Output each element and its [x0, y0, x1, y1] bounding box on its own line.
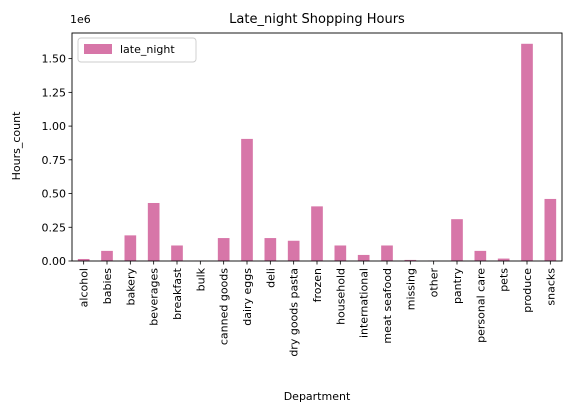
bar-deli — [265, 238, 277, 261]
bar-produce — [521, 44, 533, 261]
x-tick-label: pantry — [451, 268, 464, 305]
bar-breakfast — [171, 245, 183, 261]
bar-dry-goods-pasta — [288, 241, 300, 261]
bar-international — [358, 255, 370, 261]
bar-beverages — [148, 203, 160, 261]
bar-babies — [101, 251, 113, 261]
x-tick-label: missing — [404, 268, 417, 310]
x-tick-label: bulk — [194, 267, 207, 291]
y-tick-label: 1.25 — [42, 86, 67, 99]
y-tick-label: 0.50 — [42, 188, 67, 201]
legend-swatch — [84, 44, 112, 54]
x-tick-label: breakfast — [171, 267, 184, 319]
bar-bakery — [125, 235, 137, 261]
y-tick-label: 0.25 — [42, 221, 67, 234]
legend: late_night — [78, 38, 196, 62]
bar-household — [335, 245, 347, 261]
bar-pantry — [451, 219, 463, 261]
x-tick-label: deli — [264, 268, 277, 288]
bar-canned-goods — [218, 238, 230, 261]
x-tick-label: personal care — [474, 268, 487, 343]
y-tick-label: 1.50 — [42, 53, 67, 66]
bar-personal-care — [475, 251, 487, 261]
x-tick-label: beverages — [148, 268, 161, 326]
x-tick-label: international — [358, 268, 371, 338]
bar-meat-seafood — [381, 245, 393, 261]
x-tick-label: dairy eggs — [241, 268, 254, 326]
x-tick-label: bakery — [124, 268, 137, 306]
y-tick-label: 1.00 — [42, 120, 67, 133]
chart-title: Late_night Shopping Hours — [229, 12, 405, 27]
x-tick-label: babies — [101, 268, 114, 305]
x-tick-label: produce — [521, 268, 534, 313]
x-tick-label: pets — [498, 268, 511, 292]
bar-dairy-eggs — [241, 139, 253, 261]
x-tick-label: frozen — [311, 268, 324, 302]
x-tick-label: meat seafood — [381, 268, 394, 344]
y-tick-label: 0.75 — [42, 154, 67, 167]
bar-snacks — [545, 199, 557, 261]
y-offset-label: 1e6 — [70, 13, 91, 26]
x-tick-label: canned goods — [218, 268, 231, 345]
legend-label: late_night — [120, 43, 175, 56]
x-tick-label: alcohol — [78, 268, 91, 307]
y-axis-label: Hours_count — [10, 111, 23, 180]
x-axis-label: Department — [284, 390, 351, 403]
x-tick-label: other — [428, 268, 441, 298]
x-tick-label: household — [334, 268, 347, 325]
x-tick-label: dry goods pasta — [288, 268, 301, 357]
bar-frozen — [311, 206, 323, 261]
y-tick-label: 0.00 — [42, 255, 67, 268]
x-tick-label: snacks — [544, 268, 557, 306]
